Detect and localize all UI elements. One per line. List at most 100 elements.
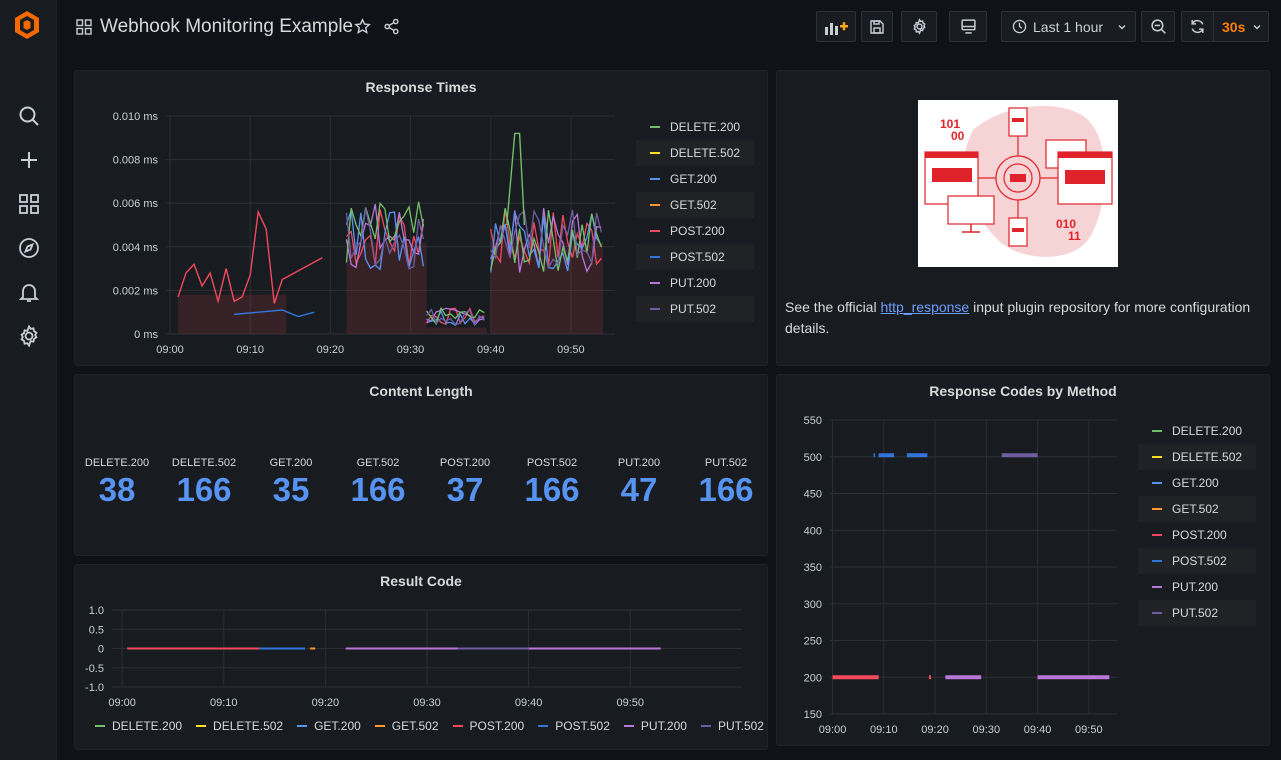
legend-item[interactable]: GET.502 xyxy=(374,719,439,733)
legend-swatch xyxy=(650,230,660,232)
legend-item[interactable]: PUT.200 xyxy=(1138,574,1256,600)
legend-label: POST.502 xyxy=(670,250,725,264)
panel-title[interactable]: Result Code xyxy=(380,573,462,589)
y-tick-label: 0.010 ms xyxy=(113,111,159,123)
legend-item[interactable]: POST.502 xyxy=(1138,548,1256,574)
result-code-graph[interactable]: 1.0 0.5 0 -0.5 -1.0 09:00 09:10 09:20 09:30 09:40… xyxy=(75,565,769,715)
series-line-delete-200 xyxy=(490,208,602,272)
legend-label: POST.502 xyxy=(555,719,610,733)
stat-label: PUT.200 xyxy=(617,457,661,469)
legend-label: GET.502 xyxy=(670,198,717,212)
time-picker-button[interactable]: Last 1 hour xyxy=(1001,11,1136,42)
legend-item[interactable]: DELETE.502 xyxy=(1138,444,1256,470)
legend-swatch xyxy=(95,725,105,727)
http-response-illustration: 101 00 010 11 xyxy=(918,100,1118,267)
legend-item[interactable]: DELETE.200 xyxy=(636,114,754,140)
legend-item[interactable]: GET.200 xyxy=(297,719,361,733)
series-line-delete-200 xyxy=(506,132,526,226)
share-icon[interactable] xyxy=(383,18,400,35)
http-response-link[interactable]: http_response xyxy=(880,299,970,315)
legend-swatch xyxy=(650,256,660,258)
stat-put-502[interactable]: PUT.502 166 xyxy=(682,457,770,509)
legend-item[interactable]: PUT.502 xyxy=(636,296,754,322)
response-times-graph[interactable]: 0.010 ms 0.008 ms 0.006 ms 0.004 ms 0.002 ms… xyxy=(75,71,635,367)
tv-mode-button[interactable] xyxy=(949,11,987,42)
legend-item[interactable]: DELETE.502 xyxy=(196,719,283,733)
save-dashboard-button[interactable] xyxy=(861,11,893,42)
legend-swatch xyxy=(538,725,549,727)
legend-item[interactable]: POST.200 xyxy=(636,218,754,244)
response-times-legend: DELETE.200 DELETE.502 GET.200 GET.502 POST.2… xyxy=(636,114,754,322)
y-tick-label: 1.0 xyxy=(89,605,104,617)
plus-icon[interactable] xyxy=(17,148,41,172)
x-tick-label: 09:00 xyxy=(108,697,136,709)
legend-label: GET.502 xyxy=(1172,502,1219,516)
legend-label: PUT.200 xyxy=(1172,580,1219,594)
star-icon[interactable] xyxy=(354,18,371,35)
dashboard-settings-button[interactable] xyxy=(901,11,937,42)
legend-item[interactable]: POST.200 xyxy=(1138,522,1256,548)
stat-put-200[interactable]: PUT.200 47 xyxy=(595,457,683,509)
panel-title[interactable]: Content Length xyxy=(369,383,473,399)
stat-post-200[interactable]: POST.200 37 xyxy=(421,457,509,509)
refresh-interval-picker[interactable]: 30s xyxy=(1213,11,1269,42)
response-codes-legend: DELETE.200 DELETE.502 GET.200 GET.502 POST.2… xyxy=(1138,418,1256,626)
legend-item[interactable]: GET.200 xyxy=(1138,470,1256,496)
dashboards-icon[interactable] xyxy=(17,192,41,216)
series-line-post-200 xyxy=(345,209,425,266)
legend-swatch xyxy=(650,204,660,206)
stat-delete-502[interactable]: DELETE.502 166 xyxy=(160,457,248,509)
stat-label: GET.502 xyxy=(356,457,400,469)
legend-swatch xyxy=(1152,586,1162,588)
stat-delete-200[interactable]: DELETE.200 38 xyxy=(73,457,161,509)
stat-get-200[interactable]: GET.200 35 xyxy=(247,457,335,509)
stat-post-502[interactable]: POST.502 166 xyxy=(508,457,596,509)
legend-item[interactable]: DELETE.200 xyxy=(1138,418,1256,444)
save-icon xyxy=(870,19,884,34)
response-codes-graph[interactable]: 550 500 450 400 350 300 250 200 150 09:00 09:10 09:… xyxy=(777,375,1137,747)
y-tick-label: 150 xyxy=(804,709,822,721)
alerting-bell-icon[interactable] xyxy=(17,280,41,304)
chevron-down-icon xyxy=(1118,24,1126,29)
grafana-logo-icon[interactable] xyxy=(10,8,44,42)
y-tick-label: 500 xyxy=(804,452,822,464)
panel-title[interactable]: Response Times xyxy=(365,79,477,95)
panel-title[interactable]: Response Codes by Method xyxy=(929,383,1117,399)
add-panel-button[interactable] xyxy=(816,11,856,42)
x-tick-label: 09:40 xyxy=(515,697,543,709)
legend-swatch xyxy=(1152,430,1162,432)
legend-label: DELETE.502 xyxy=(1172,450,1243,464)
zoom-out-button[interactable] xyxy=(1141,11,1175,42)
legend-label: PUT.200 xyxy=(670,276,717,290)
x-tick-label: 09:20 xyxy=(921,724,949,736)
search-icon[interactable] xyxy=(17,104,41,128)
legend-swatch xyxy=(650,126,660,128)
legend-swatch xyxy=(1152,612,1162,614)
time-range-label: Last 1 hour xyxy=(1033,18,1104,35)
legend-item[interactable]: GET.200 xyxy=(636,166,754,192)
legend-item[interactable]: POST.502 xyxy=(538,719,610,733)
explore-compass-icon[interactable] xyxy=(17,236,41,260)
legend-item[interactable]: GET.502 xyxy=(1138,496,1256,522)
legend-item[interactable]: DELETE.200 xyxy=(95,719,182,733)
refresh-button[interactable] xyxy=(1181,11,1213,42)
stat-value: 166 xyxy=(524,471,580,508)
x-tick-label: 09:30 xyxy=(413,697,441,709)
legend-item[interactable]: POST.502 xyxy=(636,244,754,270)
legend-item[interactable]: PUT.502 xyxy=(700,719,764,733)
legend-item[interactable]: PUT.200 xyxy=(623,719,687,733)
legend-item[interactable]: PUT.200 xyxy=(636,270,754,296)
settings-gear-icon[interactable] xyxy=(17,324,41,348)
legend-item[interactable]: POST.200 xyxy=(452,719,524,733)
stat-label: POST.200 xyxy=(439,457,491,469)
stat-get-502[interactable]: GET.502 166 xyxy=(334,457,422,509)
legend-swatch xyxy=(1152,482,1162,484)
add-panel-icon xyxy=(825,21,848,35)
legend-label: DELETE.200 xyxy=(670,120,741,134)
result-code-legend: DELETE.200 DELETE.502 GET.200 GET.502 POST.2… xyxy=(95,719,778,733)
legend-item[interactable]: PUT.502 xyxy=(1138,600,1256,626)
panel-response-codes-by-method: Response Codes by Method 550 500 450 400 350… xyxy=(776,374,1270,746)
legend-item[interactable]: DELETE.502 xyxy=(636,140,754,166)
legend-item[interactable]: GET.502 xyxy=(636,192,754,218)
dashboard-title[interactable]: Webhook Monitoring Example xyxy=(100,16,354,37)
